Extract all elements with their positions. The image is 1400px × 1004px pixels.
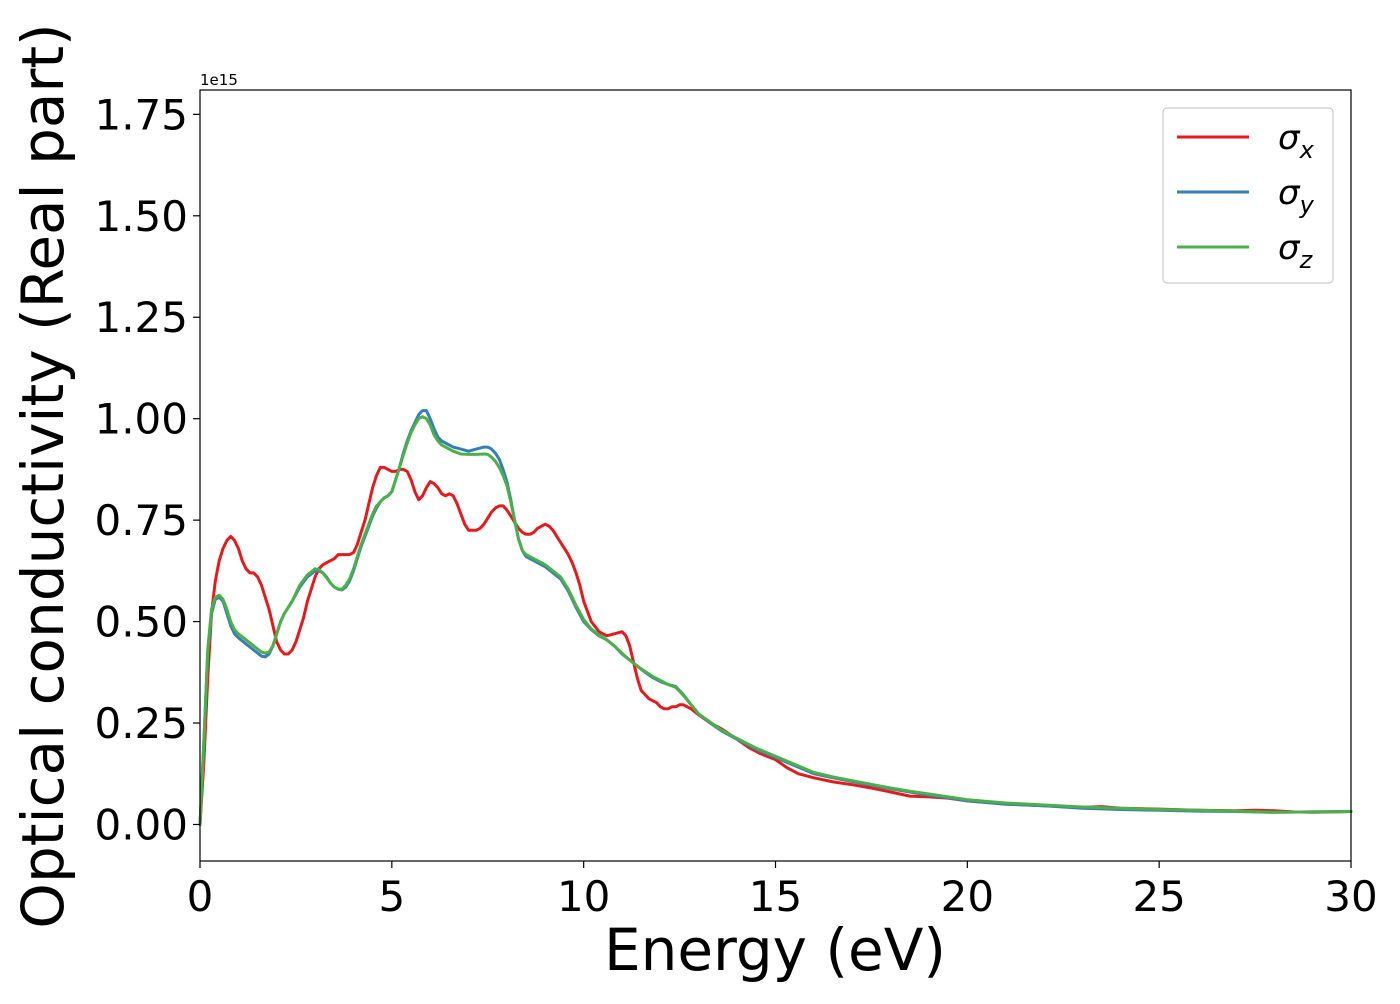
series-line-z: [198, 415, 1353, 826]
legend-subscript: y: [1299, 191, 1315, 219]
legend-label-z: σz: [1278, 228, 1314, 274]
x-tick-label: 20: [941, 872, 994, 921]
y-tick-label: 1.50: [94, 192, 188, 241]
legend-label-x: σx: [1278, 118, 1315, 164]
x-tick-label: 25: [1132, 872, 1185, 921]
series-line-y: [198, 409, 1353, 826]
series-line-x: [198, 465, 1353, 826]
y-tick-label: 0.50: [94, 598, 188, 647]
y-tick-label: 1.25: [94, 293, 188, 342]
y-axis: 0.00 0.25 0.50 0.75 1.00 1.25 1.50 1.75: [94, 90, 200, 849]
x-axis: 0 5 10 15 20 25 30: [187, 861, 1378, 921]
legend-symbol: σ: [1278, 173, 1301, 213]
x-tick-label: 15: [749, 872, 802, 921]
legend-symbol: σ: [1278, 118, 1301, 158]
legend-label-y: σy: [1278, 173, 1315, 219]
legend-box: [1162, 107, 1334, 284]
y-axis-offset-label: 1e15: [200, 71, 238, 89]
y-tick-label: 0.00: [94, 800, 188, 849]
legend-subscript: x: [1299, 136, 1315, 164]
y-tick-label: 0.75: [94, 496, 188, 545]
x-axis-title: Energy (eV): [604, 916, 946, 984]
x-tick-label: 30: [1324, 872, 1377, 921]
x-tick-label: 0: [187, 872, 214, 921]
y-axis-title: Optical conductivity (Real part): [9, 23, 77, 928]
y-tick-label: 1.75: [94, 90, 188, 139]
legend-subscript: z: [1299, 246, 1314, 274]
x-tick-label: 5: [378, 872, 405, 921]
y-tick-label: 0.25: [94, 699, 188, 748]
legend-symbol: σ: [1278, 228, 1301, 268]
x-tick-label: 10: [557, 872, 610, 921]
series-lines: [198, 409, 1353, 826]
y-tick-label: 1.00: [94, 395, 188, 444]
